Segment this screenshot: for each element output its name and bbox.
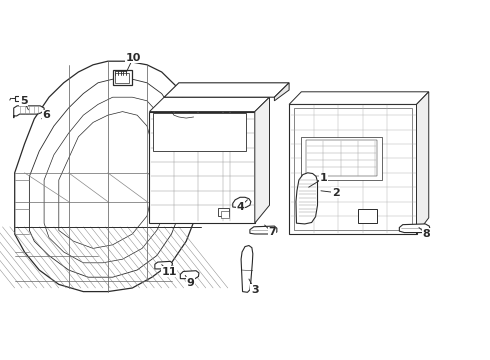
Bar (113, 70, 132, 85)
Bar (115, 73, 129, 83)
Polygon shape (59, 112, 157, 248)
Circle shape (303, 199, 311, 204)
Polygon shape (399, 224, 430, 233)
Bar (294, 108, 412, 230)
Bar (220, 211, 229, 218)
Circle shape (302, 181, 312, 188)
Bar (15, 96, 25, 101)
Bar (358, 209, 377, 223)
Polygon shape (289, 92, 429, 104)
Polygon shape (241, 246, 253, 292)
Bar (218, 208, 229, 216)
Bar (301, 137, 382, 180)
Text: 5: 5 (20, 96, 27, 106)
Polygon shape (149, 97, 270, 112)
Bar (289, 104, 416, 234)
Text: 7: 7 (268, 227, 276, 237)
Polygon shape (155, 261, 172, 269)
Text: 11: 11 (161, 267, 177, 277)
Polygon shape (180, 271, 199, 279)
Polygon shape (255, 97, 270, 223)
Polygon shape (296, 173, 318, 224)
Text: 10: 10 (125, 53, 141, 63)
Circle shape (174, 128, 188, 138)
Text: 9: 9 (186, 278, 194, 288)
Circle shape (320, 189, 332, 198)
Circle shape (169, 124, 194, 142)
Text: 3: 3 (251, 285, 259, 295)
Circle shape (135, 196, 159, 214)
Polygon shape (44, 97, 172, 263)
Polygon shape (274, 83, 289, 101)
Text: 4: 4 (236, 202, 244, 212)
Bar (153, 113, 246, 151)
Text: 1: 1 (319, 173, 327, 183)
Polygon shape (14, 106, 44, 118)
Text: 8: 8 (422, 229, 430, 239)
Polygon shape (250, 226, 277, 234)
Polygon shape (29, 79, 186, 277)
Polygon shape (15, 61, 201, 292)
Bar (149, 112, 255, 223)
Bar (306, 140, 377, 176)
Polygon shape (416, 92, 429, 234)
Circle shape (303, 190, 311, 196)
Circle shape (360, 210, 375, 222)
Polygon shape (233, 197, 251, 208)
Text: 2: 2 (332, 188, 340, 198)
Text: 6: 6 (43, 110, 50, 120)
Polygon shape (164, 83, 289, 97)
